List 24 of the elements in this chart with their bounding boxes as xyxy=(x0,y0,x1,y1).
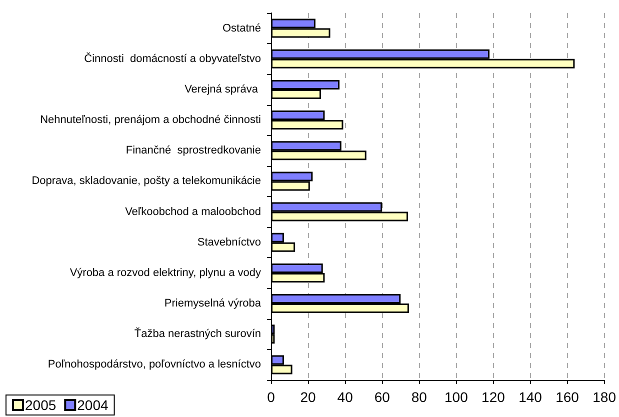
y-tick-label: Verejná správa xyxy=(184,83,261,96)
y-tick-label: Finančné sprostredkovanie xyxy=(126,144,261,157)
y-tick-label: Činnosti domácností a obyvateľstvo xyxy=(84,52,261,65)
x-tick-label: 60 xyxy=(374,389,390,405)
x-tick-label: 180 xyxy=(592,389,616,405)
y-tick-label: Veľkoobchod a maloobchod xyxy=(125,206,261,218)
y-tick-label: Nehnuteľnosti, prenájom a obchodné činnosti xyxy=(40,114,261,126)
y-tick-label: Doprava, skladovanie, pošty a telekomunikácie xyxy=(32,175,261,188)
x-tick-label: 40 xyxy=(337,389,354,405)
x-tick-label: 80 xyxy=(411,389,428,405)
x-tick-label: 120 xyxy=(482,389,506,405)
x-tick-label: 140 xyxy=(518,389,542,405)
y-tick-label: Priemyselná výroba xyxy=(164,298,262,310)
y-tick-label: Poľnohospodárstvo, poľovníctvo a lesníctvo xyxy=(48,358,261,371)
y-tick-label: Ostatné xyxy=(222,22,261,34)
y-tick-label: Výroba a rozvod elektriny, plynu a vody xyxy=(70,266,262,279)
legend-label: 2004 xyxy=(77,397,109,413)
x-tick-label: 160 xyxy=(556,389,580,405)
x-tick-label: 20 xyxy=(300,389,316,405)
x-tick-label: 0 xyxy=(267,389,276,405)
x-tick-label: 100 xyxy=(444,389,468,405)
y-tick-label: Ťažba nerastných surovín xyxy=(134,327,261,340)
y-tick-label: Stavebníctvo xyxy=(197,236,261,248)
legend-label: 2005 xyxy=(25,397,56,413)
